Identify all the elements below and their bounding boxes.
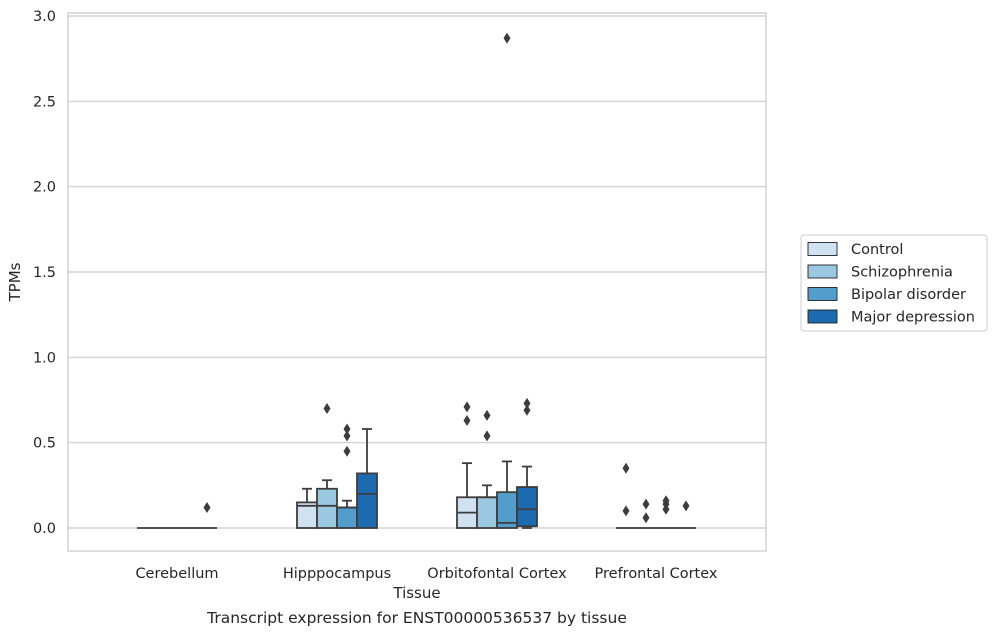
y-tick-label: 0.0 bbox=[33, 521, 56, 537]
legend-label: Control bbox=[851, 242, 903, 258]
outlier-point bbox=[343, 445, 351, 457]
box-schizophrenia bbox=[636, 498, 656, 529]
box-bipolar-disorder bbox=[496, 32, 518, 529]
legend-label: Major depression bbox=[851, 310, 975, 326]
x-tick-labels: Cerebellum Hipppocampus Orbitofontal Corte… bbox=[135, 566, 717, 582]
legend-frame bbox=[800, 234, 988, 332]
outlier-point bbox=[463, 414, 471, 426]
box-body bbox=[476, 496, 498, 529]
outlier-point bbox=[203, 502, 211, 514]
outlier-point bbox=[662, 503, 670, 515]
legend-swatch bbox=[807, 242, 838, 256]
y-tick-label: 1.0 bbox=[33, 350, 56, 366]
outlier-point bbox=[523, 397, 531, 409]
box-control bbox=[456, 401, 478, 529]
chart-caption: Transcript expression for ENST0000053653… bbox=[207, 609, 627, 627]
outlier-point bbox=[523, 404, 531, 416]
y-tick-label: 3.0 bbox=[33, 9, 56, 25]
outlier-point bbox=[483, 409, 491, 421]
box-body bbox=[356, 472, 378, 529]
box-control bbox=[616, 462, 636, 529]
outlier-point bbox=[463, 401, 471, 413]
boxes bbox=[137, 32, 696, 529]
box-body bbox=[516, 486, 538, 528]
outlier-point bbox=[682, 500, 690, 512]
y-tick-labels: 0.0 0.5 1.0 1.5 2.0 2.5 3.0 bbox=[33, 9, 56, 537]
outlier-point bbox=[503, 32, 511, 44]
box-schizophrenia bbox=[316, 403, 338, 529]
y-tick-label: 0.5 bbox=[33, 436, 56, 452]
box-major-depression bbox=[516, 397, 538, 529]
outlier-point bbox=[483, 430, 491, 442]
box-control bbox=[296, 487, 318, 529]
box-bipolar-disorder bbox=[336, 423, 358, 529]
legend-label: Schizophrenia bbox=[851, 265, 953, 281]
legend: Control Schizophrenia Bipolar disorder Majo… bbox=[800, 234, 988, 332]
box-bipolar-disorder bbox=[656, 495, 676, 529]
outlier-point bbox=[642, 498, 650, 510]
x-tick-label: Orbitofontal Cortex bbox=[427, 566, 567, 582]
box-body bbox=[316, 487, 338, 529]
y-tick-label: 1.5 bbox=[33, 265, 56, 281]
y-tick-label: 2.0 bbox=[33, 180, 56, 196]
outlier-point bbox=[622, 462, 630, 474]
y-axis-label: TPMs bbox=[6, 262, 24, 302]
box-major-depression bbox=[676, 500, 696, 529]
outlier-point bbox=[343, 423, 351, 435]
plot-area-frame bbox=[67, 12, 767, 552]
outlier-point bbox=[323, 403, 331, 415]
outlier-point bbox=[622, 505, 630, 517]
x-axis-label: Tissue bbox=[392, 584, 440, 602]
legend-label: Bipolar disorder bbox=[851, 287, 966, 303]
y-tick-label: 2.5 bbox=[33, 94, 56, 110]
box-major-depression bbox=[356, 428, 378, 529]
outlier-point bbox=[343, 430, 351, 442]
legend-swatch bbox=[807, 287, 838, 301]
box-schizophrenia bbox=[476, 409, 498, 529]
x-tick-label: Prefrontal Cortex bbox=[595, 566, 718, 582]
box-major-depression bbox=[197, 502, 217, 529]
grid-lines bbox=[68, 15, 766, 529]
x-tick-label: Hipppocampus bbox=[283, 566, 391, 582]
x-tick-label: Cerebellum bbox=[135, 566, 218, 582]
legend-swatch bbox=[807, 309, 838, 324]
outlier-point bbox=[642, 512, 650, 524]
legend-swatch bbox=[807, 264, 838, 279]
box-body bbox=[336, 506, 358, 529]
